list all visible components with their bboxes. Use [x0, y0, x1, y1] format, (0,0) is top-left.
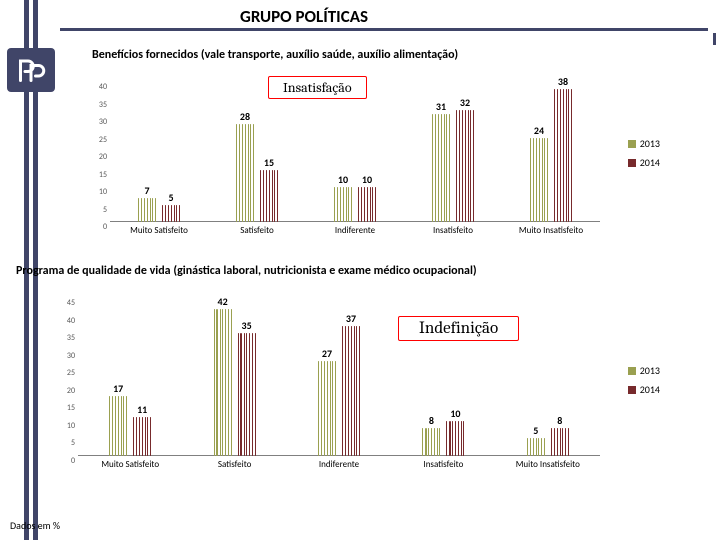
y-tick-label: 25	[67, 368, 78, 378]
legend-label: 2013	[640, 137, 660, 150]
legend-item: 2013	[628, 364, 660, 377]
bar-value-label: 38	[554, 75, 572, 88]
y-tick-label: 0	[71, 456, 78, 466]
legend-label: 2013	[640, 364, 660, 377]
x-category-label: Muito Satisfeito	[130, 225, 188, 236]
bar-value-label: 11	[133, 403, 151, 416]
bar-2013: 24	[530, 138, 548, 222]
bar-2014: 11	[133, 417, 151, 456]
y-tick-label: 5	[71, 438, 78, 448]
x-category-label: Satisfeito	[218, 459, 252, 470]
y-tick-label: 40	[67, 316, 78, 326]
x-category-label: Insatisfeito	[423, 459, 463, 470]
header-underline-right	[713, 33, 716, 45]
y-tick-label: 10	[99, 187, 110, 197]
bar-value-label: 15	[260, 156, 278, 169]
bar-value-label: 8	[551, 414, 569, 427]
bar-value-label: 5	[527, 424, 545, 437]
legend-label: 2014	[640, 383, 660, 396]
legend-swatch	[628, 140, 636, 148]
legend-swatch	[628, 386, 636, 394]
bar-value-label: 8	[422, 414, 440, 427]
chart1-callout: Insatisfação	[268, 76, 367, 99]
bar-2014: 5	[162, 205, 180, 223]
y-tick-label: 0	[103, 222, 110, 232]
chart2-callout: Indefinição	[398, 316, 519, 341]
x-category-label: Insatisfeito	[433, 225, 473, 236]
bar-2013: 28	[236, 124, 254, 222]
x-category-label: Satisfeito	[240, 225, 274, 236]
bar-value-label: 17	[109, 382, 127, 395]
bar-2014: 38	[554, 89, 572, 222]
legend-label: 2014	[640, 156, 660, 169]
page-title: GRUPO POLÍTICAS	[240, 6, 368, 27]
bar-2014: 37	[342, 326, 360, 456]
y-tick-label: 40	[99, 82, 110, 92]
legend-item: 2014	[628, 383, 660, 396]
x-category-label: Indiferente	[319, 459, 359, 470]
bar-value-label: 32	[456, 96, 474, 109]
y-tick-label: 10	[67, 421, 78, 431]
footnote: Dados em %	[10, 519, 60, 532]
chart1: 0510152025303540Muito Satisfeito75Satisf…	[80, 72, 660, 242]
y-tick-label: 30	[67, 351, 78, 361]
bar-value-label: 5	[162, 191, 180, 204]
bar-value-label: 31	[432, 100, 450, 113]
x-category-label: Muito Insatisfeito	[516, 459, 580, 470]
header-underline	[60, 28, 708, 31]
y-tick-label: 30	[99, 117, 110, 127]
bar-value-label: 24	[530, 124, 548, 137]
bar-2014: 10	[358, 187, 376, 222]
bar-2013: 7	[138, 198, 156, 223]
bar-2014: 32	[456, 110, 474, 222]
bar-value-label: 35	[238, 319, 256, 332]
bar-2013: 17	[109, 396, 127, 456]
bar-2013: 31	[432, 114, 450, 223]
y-tick-label: 20	[67, 386, 78, 396]
bar-2013: 42	[214, 309, 232, 456]
bar-value-label: 37	[342, 312, 360, 325]
legend-item: 2014	[628, 156, 660, 169]
x-category-label: Muito Insatisfeito	[519, 225, 583, 236]
bar-2014: 10	[446, 421, 464, 456]
logo	[7, 48, 55, 92]
chart2: 051015202530354045Muito Satisfeito1711Sa…	[48, 286, 660, 476]
x-category-label: Indiferente	[335, 225, 375, 236]
y-tick-label: 5	[103, 205, 110, 215]
bar-2013: 5	[527, 438, 545, 456]
bar-2014: 8	[551, 428, 569, 456]
y-tick-label: 35	[99, 100, 110, 110]
bar-2014: 15	[260, 170, 278, 223]
chart1-legend: 2013 2014	[628, 137, 660, 175]
bar-value-label: 10	[358, 173, 376, 186]
legend-swatch	[628, 367, 636, 375]
bar-2013: 27	[318, 361, 336, 456]
bar-value-label: 42	[214, 295, 232, 308]
y-tick-label: 45	[67, 298, 78, 308]
y-tick-label: 25	[99, 135, 110, 145]
chart2-legend: 2013 2014	[628, 364, 660, 402]
y-tick-label: 35	[67, 333, 78, 343]
bar-value-label: 7	[138, 184, 156, 197]
bar-2013: 10	[334, 187, 352, 222]
bar-value-label: 10	[446, 407, 464, 420]
bar-2013: 8	[422, 428, 440, 456]
y-tick-label: 15	[99, 170, 110, 180]
y-tick-label: 15	[67, 403, 78, 413]
bar-value-label: 10	[334, 173, 352, 186]
chart2-subtitle: Programa de qualidade de vida (ginástica…	[16, 264, 477, 278]
y-tick-label: 20	[99, 152, 110, 162]
chart1-subtitle: Benefícios fornecidos (vale transporte, …	[92, 48, 458, 62]
legend-item: 2013	[628, 137, 660, 150]
legend-swatch	[628, 159, 636, 167]
bar-value-label: 28	[236, 110, 254, 123]
x-category-label: Muito Satisfeito	[101, 459, 159, 470]
bar-value-label: 27	[318, 347, 336, 360]
bar-2014: 35	[238, 333, 256, 456]
